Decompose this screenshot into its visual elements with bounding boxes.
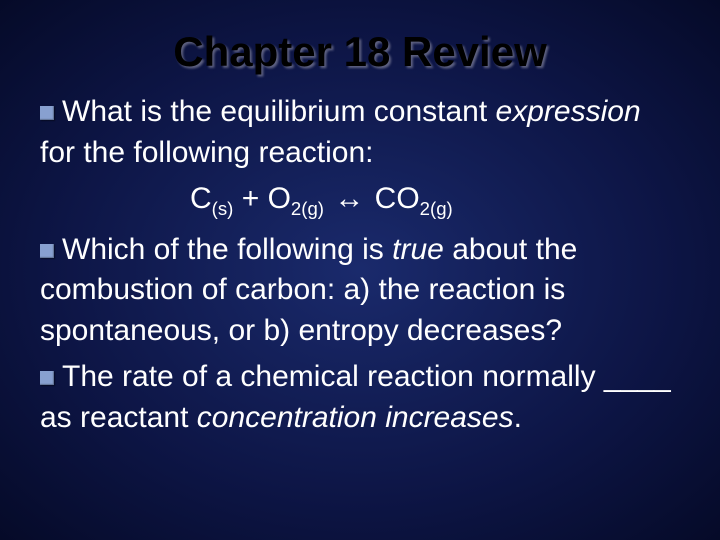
slide-body: What is the equilibrium constant express… bbox=[40, 92, 680, 438]
bullet-item-3: The rate of a chemical reaction normally… bbox=[40, 357, 680, 438]
bullet-3-post: . bbox=[514, 401, 522, 434]
bullet-item-2: Which of the following is true about the… bbox=[40, 230, 680, 352]
bullet-item-1: What is the equilibrium constant express… bbox=[40, 92, 680, 173]
bullet-1-italic: expression bbox=[496, 95, 641, 128]
slide-title: Chapter 18 Review bbox=[40, 28, 680, 76]
plus-sign: + bbox=[233, 182, 267, 215]
bullet-2-pre: Which of the following is bbox=[62, 233, 392, 266]
reactant-1-sub: (s) bbox=[212, 198, 234, 219]
product: CO bbox=[375, 182, 420, 215]
equilibrium-arrow-icon: ↔ bbox=[332, 179, 366, 220]
slide-container: Chapter 18 Review What is the equilibriu… bbox=[0, 0, 720, 540]
reactant-2-sub: 2(g) bbox=[291, 198, 324, 219]
bullet-1-post: for the following reaction: bbox=[40, 136, 374, 169]
bullet-icon bbox=[40, 244, 54, 258]
bullet-icon bbox=[40, 371, 54, 385]
reactant-2: O bbox=[268, 182, 291, 215]
bullet-2-italic: true bbox=[392, 233, 444, 266]
reaction-equation: C(s) + O2(g) ↔ CO2(g) bbox=[40, 179, 680, 220]
product-sub: 2(g) bbox=[420, 198, 453, 219]
bullet-3-italic: concentration increases bbox=[197, 401, 514, 434]
bullet-1-pre: What is the equilibrium constant bbox=[62, 95, 496, 128]
bullet-icon bbox=[40, 106, 54, 120]
reactant-1: C bbox=[190, 182, 212, 215]
